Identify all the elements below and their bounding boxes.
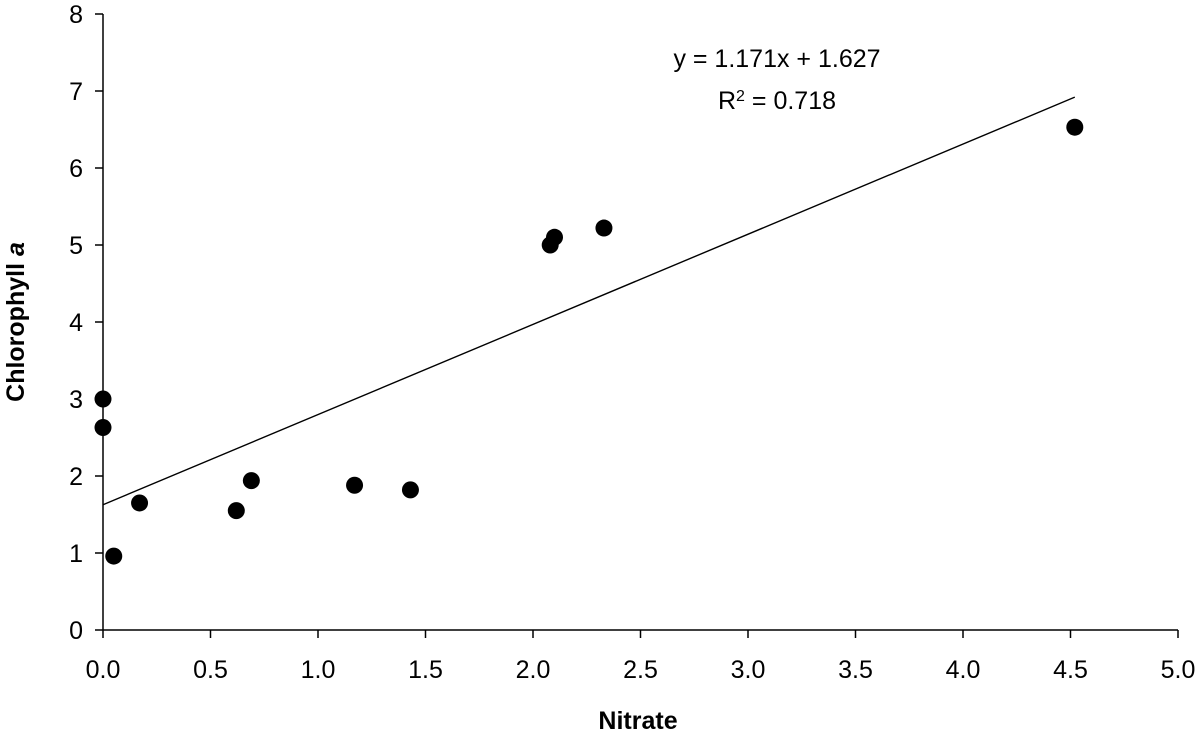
x-tick-label: 1.0 [301, 656, 336, 684]
x-tick-label: 3.5 [838, 656, 873, 684]
data-point [595, 219, 613, 237]
y-tick-label: 3 [69, 386, 83, 414]
x-tick-label: 4.0 [946, 656, 981, 684]
data-point [401, 481, 419, 499]
y-tick-label: 8 [69, 1, 83, 29]
y-axis-title: Chlorophyll a [2, 242, 30, 402]
y-tick-label: 0 [69, 617, 83, 645]
x-tick-label: 2.5 [623, 656, 658, 684]
y-tick-label: 6 [69, 155, 83, 183]
y-ticks: 0 1 2 3 4 5 6 7 8 [69, 1, 103, 645]
x-tick-label: 0.0 [86, 656, 121, 684]
x-tick-label: 4.5 [1053, 656, 1088, 684]
data-point [242, 472, 260, 490]
data-point [546, 228, 563, 246]
axes [102, 14, 1178, 631]
data-point [94, 390, 112, 408]
x-ticks: 0.0 0.5 1.0 1.5 2.0 2.5 3.0 3.5 4.0 4.5 5.0 [86, 630, 1196, 684]
trendline-equation: y = 1.171x + 1.627 [673, 45, 880, 73]
x-axis-title: Nitrate [598, 707, 677, 735]
data-point [131, 494, 149, 512]
x-tick-label: 3.0 [731, 656, 766, 684]
y-tick-label: 2 [69, 463, 83, 491]
y-axis-title-text: Chlorophyll [2, 256, 30, 402]
x-tick-label: 2.0 [516, 656, 551, 684]
x-tick-label: 5.0 [1161, 656, 1196, 684]
x-tick-label: 0.5 [193, 656, 228, 684]
r-squared-symbol: R [718, 87, 736, 115]
trendline [102, 96, 1076, 506]
y-tick-label: 4 [69, 309, 83, 337]
data-point [105, 547, 123, 565]
r-squared-value: = 0.718 [745, 87, 836, 115]
data-point [346, 476, 364, 494]
data-points [94, 118, 1084, 565]
data-point [1066, 118, 1084, 136]
y-tick-label: 7 [69, 78, 83, 106]
data-point [94, 418, 112, 436]
y-axis-title-italic: a [2, 242, 30, 256]
data-point [227, 502, 245, 520]
r-squared-label: R2 = 0.718 [718, 87, 836, 115]
y-tick-label: 1 [69, 540, 83, 568]
x-tick-label: 1.5 [408, 656, 443, 684]
r-squared-superscript: 2 [736, 88, 745, 105]
y-tick-label: 5 [69, 232, 83, 260]
